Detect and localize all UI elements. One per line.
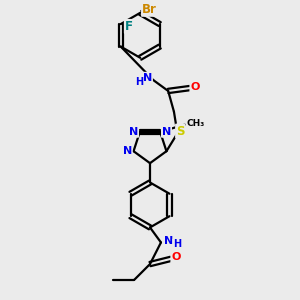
- Text: CH₃: CH₃: [187, 119, 205, 128]
- Text: O: O: [190, 82, 200, 92]
- Text: N: N: [123, 146, 132, 156]
- Text: F: F: [125, 20, 133, 33]
- Text: N: N: [143, 73, 152, 83]
- Text: N: N: [129, 127, 138, 137]
- Text: S: S: [176, 124, 184, 137]
- Text: Br: Br: [142, 3, 157, 16]
- Text: N: N: [162, 127, 171, 137]
- Text: O: O: [171, 252, 181, 262]
- Text: H: H: [173, 239, 181, 249]
- Text: N: N: [164, 236, 174, 246]
- Text: H: H: [135, 77, 143, 87]
